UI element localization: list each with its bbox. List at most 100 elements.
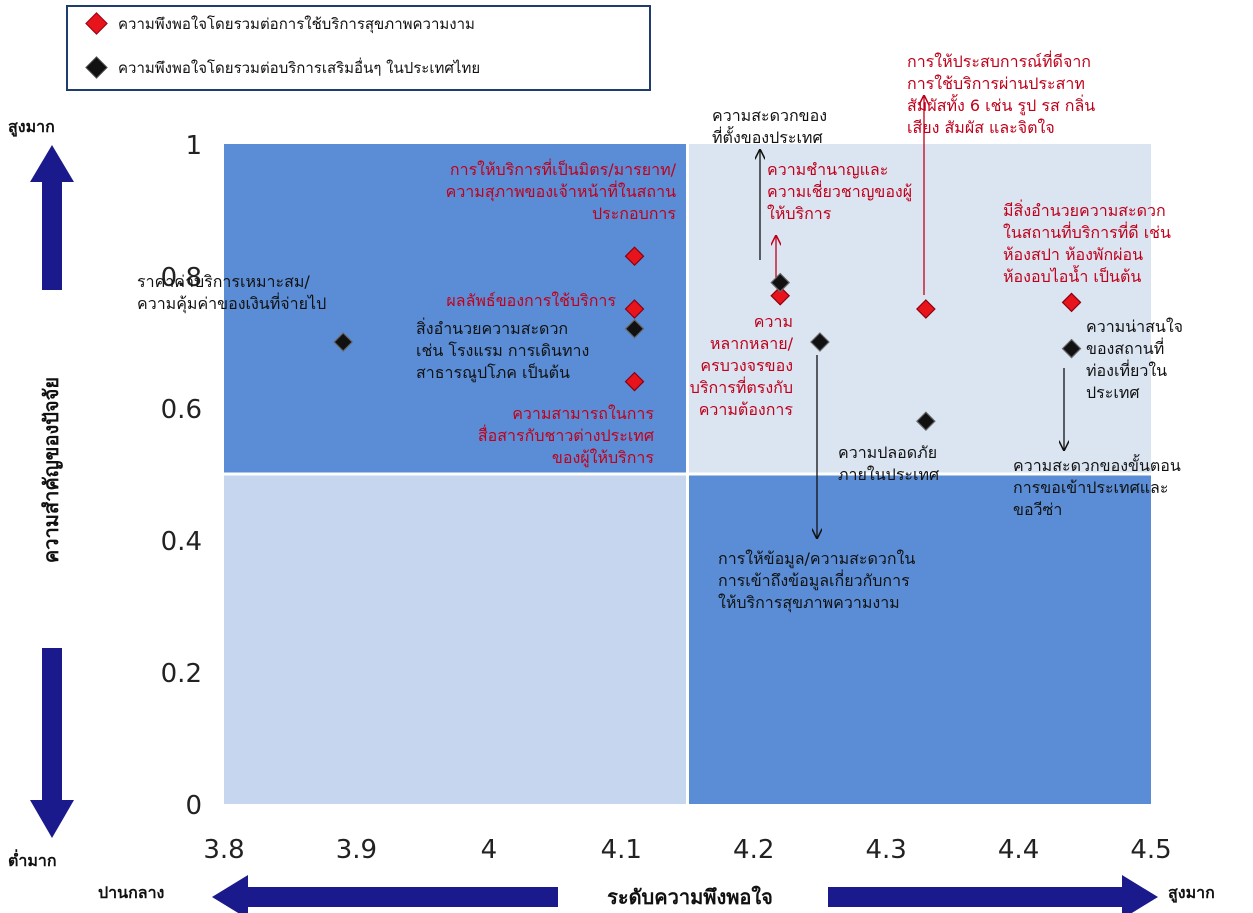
x-axis-arrows: ปานกลาง ระดับความพึงพอใจ สูงมาก: [98, 875, 1215, 913]
y-high-label: สูงมาก: [8, 117, 55, 138]
annotation-line: ผลลัพธ์ของการใช้บริการ: [446, 291, 616, 310]
annotation-line: ที่ตั้งของประเทศ: [712, 126, 823, 147]
beauty-service-point: [770, 285, 791, 306]
legend-black-marker: [85, 56, 108, 79]
annotation-line: ของผู้ให้บริการ: [552, 448, 655, 468]
x-axis-title: ระดับความพึงพอใจ: [607, 885, 773, 909]
annotation-line: ท่องเที่ยวใน: [1086, 359, 1167, 380]
annotations: การให้บริการที่เป็นมิตร/มารยาท/ความสุภาพ…: [137, 50, 1183, 613]
annotation-label: ความสะดวกของที่ตั้งของประเทศ: [712, 106, 827, 147]
quadrant-backgrounds: [224, 144, 1151, 804]
beauty-service-point: [916, 299, 936, 319]
x-tick-label: 4.4: [998, 835, 1039, 865]
other-service-point: [770, 272, 791, 293]
annotation-line: ขอวีซ่า: [1013, 500, 1062, 519]
annotation-label: ผลลัพธ์ของการใช้บริการ: [446, 291, 616, 310]
y-tick-label: 1: [185, 131, 202, 161]
y-tick-label: 0.4: [161, 527, 202, 557]
annotation-line: บริการที่ตรงกับ: [690, 376, 793, 397]
x-tick-label: 4.5: [1130, 835, 1171, 865]
annotation-line: การขอเข้าประเทศและ: [1013, 478, 1168, 497]
annotation-label: ความสามารถในการสื่อสารกับชาวต่างประเทศขอ…: [478, 404, 655, 468]
annotation-line: ให้บริการสุขภาพความงาม: [718, 593, 900, 613]
annotation-line: การให้บริการที่เป็นมิตร/มารยาท/: [450, 158, 677, 179]
y-tick-label: 0.8: [161, 263, 202, 293]
annotation-label: ความชำนาญและความเชี่ยวชาญของผู้ให้บริการ: [767, 160, 912, 223]
annotation-line: การให้ข้อมูล/ความสะดวกใน: [718, 549, 915, 569]
x-tick-label: 4: [481, 835, 498, 865]
annotation-line: ความสะดวกของขั้นตอน: [1013, 454, 1181, 475]
y-axis-arrows: สูงมาก ความสำคัญของปัจจัย ต่ำมาก: [8, 117, 74, 870]
x-high-label: สูงมาก: [1168, 883, 1215, 904]
y-down-arrow-icon: [30, 648, 74, 838]
annotation-line: ให้บริการ: [767, 204, 832, 223]
y-up-arrow-icon: [30, 145, 74, 290]
quadrant-top-left: [224, 144, 688, 474]
y-tick-label: 0.2: [161, 659, 202, 689]
annotation-line: ภายในประเทศ: [838, 465, 939, 484]
annotation-label: การให้บริการที่เป็นมิตร/มารยาท/ความสุภาพ…: [446, 158, 677, 223]
annotation-line: เสียง สัมผัส และจิตใจ: [907, 118, 1055, 137]
x-left-arrow-icon: [212, 875, 558, 913]
x-tick-label: 4.3: [865, 835, 906, 865]
beauty-service-point: [1061, 292, 1082, 313]
y-tick-label: 0.6: [161, 395, 202, 425]
annotation-line: ความเชี่ยวชาญของผู้: [767, 180, 912, 202]
annotation-line: ความชำนาญและ: [767, 160, 888, 179]
annotation-line: ความสะดวกของ: [712, 106, 827, 125]
annotation-line: ราคาค่าบริการเหมาะสม/: [137, 272, 310, 291]
annotation-label: สิ่งอำนวยความสะดวกเช่น โรงแรม การเดินทาง…: [416, 317, 589, 383]
data-markers: [333, 246, 1082, 432]
annotation-leaders: [760, 96, 1064, 538]
annotation-line: สาธารณูปโภค เป็นต้น: [416, 362, 570, 383]
annotation-line: การเข้าถึงข้อมูลเกี่ยวกับการ: [718, 569, 910, 591]
legend-label-beauty-service: ความพึงพอใจโดยรวมต่อการใช้บริการสุขภาพคว…: [118, 15, 475, 34]
annotation-label: การให้ข้อมูล/ความสะดวกในการเข้าถึงข้อมูล…: [718, 549, 915, 613]
annotation-line: ความคุ้มค่าของเงินที่จ่ายไป: [137, 292, 326, 314]
annotation-line: ห้องสปา ห้องพักผ่อน: [1003, 245, 1143, 264]
x-tick-label: 4.1: [601, 835, 642, 865]
legend-label-other-services: ความพึงพอใจโดยรวมต่อบริการเสริมอื่นๆ ในป…: [118, 57, 480, 77]
other-service-point: [916, 411, 936, 432]
annotation-label: ความปลอดภัยภายในประเทศ: [838, 443, 939, 484]
annotation-line: ความสามารถในการ: [512, 404, 654, 423]
other-service-point: [624, 318, 645, 339]
annotation-line: ครบวงจรของ: [700, 356, 793, 375]
annotation-label: ราคาค่าบริการเหมาะสม/ความคุ้มค่าของเงินท…: [137, 272, 326, 314]
x-tick-label: 4.2: [733, 835, 774, 865]
annotation-line: การใช้บริการผ่านประสาท: [907, 74, 1085, 93]
annotation-line: ความน่าสนใจ: [1086, 317, 1183, 336]
annotation-label: การให้ประสบการณ์ที่ดีจากการใช้บริการผ่าน…: [907, 50, 1095, 137]
annotation-line: สิ่งอำนวยความสะดวก: [416, 317, 568, 338]
other-service-point: [810, 332, 830, 352]
x-low-label: ปานกลาง: [98, 883, 164, 902]
other-service-point: [333, 332, 354, 352]
legend-box: [66, 5, 651, 91]
other-service-point: [1061, 338, 1082, 359]
annotation-line: เช่น โรงแรม การเดินทาง: [416, 341, 589, 360]
quadrant-bottom-left: [224, 474, 688, 804]
x-tick-label: 3.8: [203, 835, 244, 865]
annotation-label: ความสะดวกของขั้นตอนการขอเข้าประเทศและขอว…: [1013, 454, 1181, 519]
annotation-line: สื่อสารกับชาวต่างประเทศ: [478, 424, 654, 445]
annotation-line: ประกอบการ: [592, 204, 676, 223]
beauty-service-point: [624, 371, 645, 392]
axis-ticks: 3.8 3.9 4 4.1 4.2 4.3 4.4 4.5 0 0.2 0.4 0.6 0.8 1: [161, 131, 1172, 865]
beauty-service-point: [624, 299, 645, 319]
y-tick-label: 0: [185, 791, 202, 821]
annotation-label: ความหลากหลาย/ครบวงจรของบริการที่ตรงกับคว…: [690, 312, 794, 419]
annotation-line: ความ: [754, 312, 793, 331]
annotation-label: มีสิ่งอำนวยความสะดวกในสถานที่บริการที่ดี…: [1003, 199, 1171, 286]
annotation-line: ของสถานที่: [1086, 337, 1164, 358]
annotation-line: ในสถานที่บริการที่ดี เช่น: [1003, 221, 1171, 242]
annotation-line: ความสุภาพของเจ้าหน้าที่ในสถาน: [446, 180, 676, 202]
legend-red-marker: [85, 12, 108, 35]
annotation-line: การให้ประสบการณ์ที่ดีจาก: [907, 50, 1091, 71]
annotation-line: ประเทศ: [1086, 383, 1140, 402]
annotation-line: สัมผัสทั้ง 6 เช่น รูป รส กลิ่น: [907, 94, 1095, 116]
x-tick-label: 3.9: [336, 835, 377, 865]
annotation-line: ความปลอดภัย: [838, 443, 937, 462]
legend: ความพึงพอใจโดยรวมต่อการใช้บริการสุขภาพคว…: [66, 5, 651, 91]
annotation-label: ความน่าสนใจของสถานที่ท่องเที่ยวในประเทศ: [1086, 317, 1183, 402]
